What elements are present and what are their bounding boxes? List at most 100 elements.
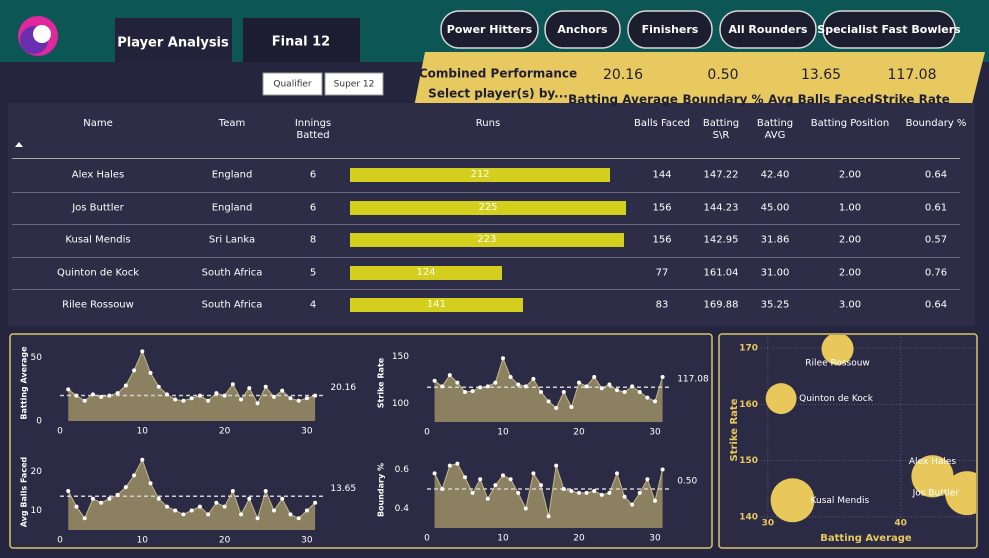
y-tick-label: 0.6 bbox=[395, 465, 410, 475]
runs-label: 141 bbox=[426, 299, 447, 310]
table-cell: Kusal Mendis bbox=[65, 234, 131, 246]
tab-label[interactable]: Final 12 bbox=[272, 35, 330, 50]
point bbox=[263, 489, 268, 493]
filter-button-label[interactable]: All Rounders bbox=[729, 23, 808, 36]
table-cell: 0.57 bbox=[924, 234, 948, 246]
y-tick-label: 10 bbox=[31, 506, 43, 516]
reference-label: 20.16 bbox=[330, 383, 356, 393]
point bbox=[531, 376, 536, 381]
table-cell: South Africa bbox=[201, 267, 263, 279]
point bbox=[239, 512, 244, 517]
slicer-button-label[interactable]: Super 12 bbox=[334, 80, 375, 90]
column-header: Name bbox=[83, 118, 113, 129]
table-cell: Alex Hales bbox=[71, 169, 125, 181]
sort-indicator[interactable] bbox=[15, 142, 23, 147]
point bbox=[615, 471, 619, 476]
table-cell: 31.86 bbox=[760, 234, 790, 246]
y-axis-label: Batting Average bbox=[20, 346, 29, 420]
filter-button[interactable] bbox=[440, 10, 539, 49]
point bbox=[230, 382, 235, 387]
point bbox=[313, 393, 318, 398]
bubble-label: Quinton de Kock bbox=[799, 394, 874, 404]
point bbox=[516, 490, 521, 495]
tab-label[interactable]: Player Analysis bbox=[117, 36, 229, 51]
table-cell: England bbox=[211, 202, 253, 214]
point bbox=[263, 384, 268, 389]
filter-button[interactable] bbox=[544, 10, 621, 49]
table-cell: 35.25 bbox=[760, 299, 790, 311]
y-tick-label: 50 bbox=[31, 353, 43, 363]
reference-label: 0.50 bbox=[677, 477, 697, 487]
point bbox=[99, 394, 104, 399]
x-tick-label: 20 bbox=[219, 536, 231, 546]
table-cell: 2.00 bbox=[838, 169, 862, 181]
bubble bbox=[765, 383, 797, 415]
point bbox=[140, 457, 145, 462]
point bbox=[115, 492, 120, 497]
slicer-button[interactable] bbox=[262, 72, 323, 96]
slicer-button[interactable] bbox=[324, 72, 384, 96]
reference-label: 13.65 bbox=[330, 484, 356, 494]
filter-button[interactable] bbox=[822, 10, 956, 49]
point bbox=[164, 504, 169, 509]
y-tick-label: 0.4 bbox=[395, 504, 410, 514]
point bbox=[660, 467, 665, 472]
point bbox=[508, 375, 513, 379]
slicer-button-label[interactable]: Qualifier bbox=[273, 80, 312, 90]
point bbox=[645, 395, 650, 400]
table-cell: 144 bbox=[652, 169, 672, 181]
point bbox=[478, 385, 483, 390]
point bbox=[660, 375, 665, 379]
point bbox=[197, 504, 202, 509]
tab[interactable] bbox=[243, 18, 360, 62]
point bbox=[247, 496, 252, 501]
point bbox=[615, 388, 619, 393]
bubble bbox=[911, 455, 954, 498]
table-cell: 45.00 bbox=[760, 202, 790, 214]
point bbox=[271, 508, 276, 513]
row-rule bbox=[12, 224, 960, 225]
point bbox=[577, 380, 581, 385]
kpi-label: Strike Rate bbox=[874, 93, 950, 107]
point bbox=[206, 512, 211, 517]
column-header: Team bbox=[218, 118, 246, 129]
point bbox=[622, 390, 627, 394]
point bbox=[66, 387, 71, 392]
point bbox=[222, 504, 227, 509]
table-cell: 42.40 bbox=[760, 169, 790, 181]
x-tick-label: 30 bbox=[649, 534, 661, 544]
runs-bar bbox=[350, 298, 523, 312]
filter-button-label[interactable]: Finishers bbox=[642, 23, 699, 36]
tab[interactable] bbox=[115, 18, 232, 62]
filter-button-label[interactable]: Power Hitters bbox=[447, 23, 533, 36]
point bbox=[239, 397, 244, 402]
column-header: Batting Position bbox=[810, 118, 890, 129]
point bbox=[493, 483, 498, 488]
kpi-card-title: Combined Performance bbox=[419, 67, 577, 81]
point bbox=[90, 392, 95, 397]
point bbox=[447, 463, 452, 468]
point bbox=[206, 398, 211, 403]
point bbox=[280, 388, 285, 393]
point bbox=[296, 516, 301, 521]
y-axis-label: Avg Balls Faced bbox=[20, 457, 29, 528]
table-cell: 2.00 bbox=[838, 267, 862, 279]
point bbox=[577, 490, 581, 495]
filter-button[interactable] bbox=[719, 10, 817, 49]
x-tick-label: 10 bbox=[137, 427, 149, 437]
y-tick-label: 0 bbox=[36, 417, 42, 427]
point bbox=[296, 398, 301, 403]
point bbox=[584, 490, 589, 495]
point bbox=[539, 483, 543, 488]
point bbox=[584, 384, 589, 389]
point bbox=[592, 375, 597, 379]
x-tick-label: 30 bbox=[762, 519, 775, 529]
table-cell: 31.00 bbox=[760, 267, 790, 279]
filter-button-label[interactable]: Specialist Fast Bowlers bbox=[817, 23, 961, 36]
column-header: Innings Batted bbox=[294, 118, 332, 141]
y-axis-label: Strike Rate bbox=[377, 357, 386, 408]
point bbox=[230, 489, 235, 493]
filter-button-label[interactable]: Anchors bbox=[557, 23, 608, 36]
table-cell: South Africa bbox=[201, 299, 263, 311]
filter-button[interactable] bbox=[627, 10, 713, 49]
